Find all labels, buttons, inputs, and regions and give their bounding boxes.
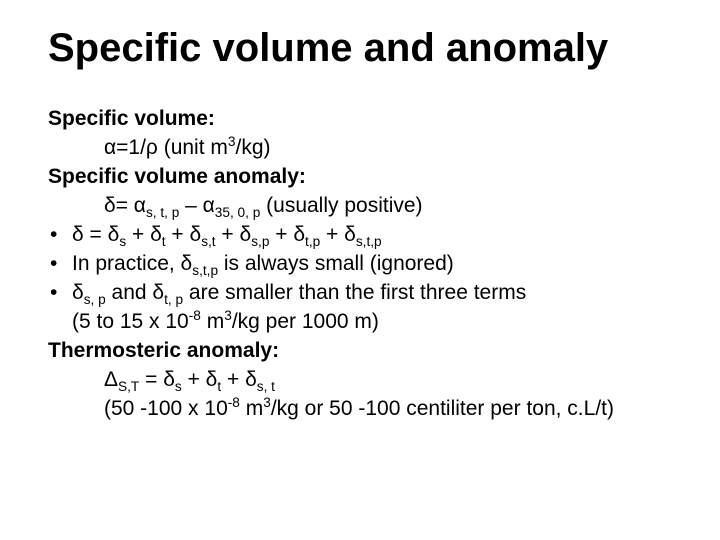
line-alpha-definition: α=1/ρ (unit m3/kg) (48, 134, 672, 163)
bullet-text-1: δ = δs + δt + δs,t + δs,p + δt,p + δs,t,… (72, 221, 672, 250)
bullet-text-3b: (5 to 15 x 10-8 m3/kg per 1000 m) (72, 310, 379, 333)
slide: Specific volume and anomaly Specific vol… (0, 0, 720, 540)
heading-specific-volume: Specific volume: (48, 105, 672, 134)
bullet-item-1: • δ = δs + δt + δs,t + δs,p + δt,p + δs,… (48, 221, 672, 250)
bullet-icon: • (48, 279, 72, 308)
bullet-icon: • (48, 221, 72, 250)
line-range: (50 -100 x 10-8 m3/kg or 50 -100 centili… (48, 395, 672, 424)
heading-specific-volume-anomaly: Specific volume anomaly: (48, 163, 672, 192)
bullet-item-2: • In practice, δs,t,p is always small (i… (48, 250, 672, 279)
slide-body: Specific volume: α=1/ρ (unit m3/kg) Spec… (48, 105, 672, 424)
heading-thermosteric-anomaly: Thermosteric anomaly: (48, 337, 672, 366)
bullet-text-3: δs, p and δt, p are smaller than the fir… (72, 279, 672, 337)
line-delta-st: ΔS,T = δs + δt + δs, t (48, 366, 672, 395)
line-delta-definition: δ= αs, t, p – α35, 0, p (usually positiv… (48, 192, 672, 221)
slide-title: Specific volume and anomaly (48, 26, 672, 71)
bullet-icon: • (48, 250, 72, 279)
bullet-text-3a: δs, p and δt, p are smaller than the fir… (72, 281, 526, 304)
bullet-item-3: • δs, p and δt, p are smaller than the f… (48, 279, 672, 337)
bullet-text-2: In practice, δs,t,p is always small (ign… (72, 250, 672, 279)
